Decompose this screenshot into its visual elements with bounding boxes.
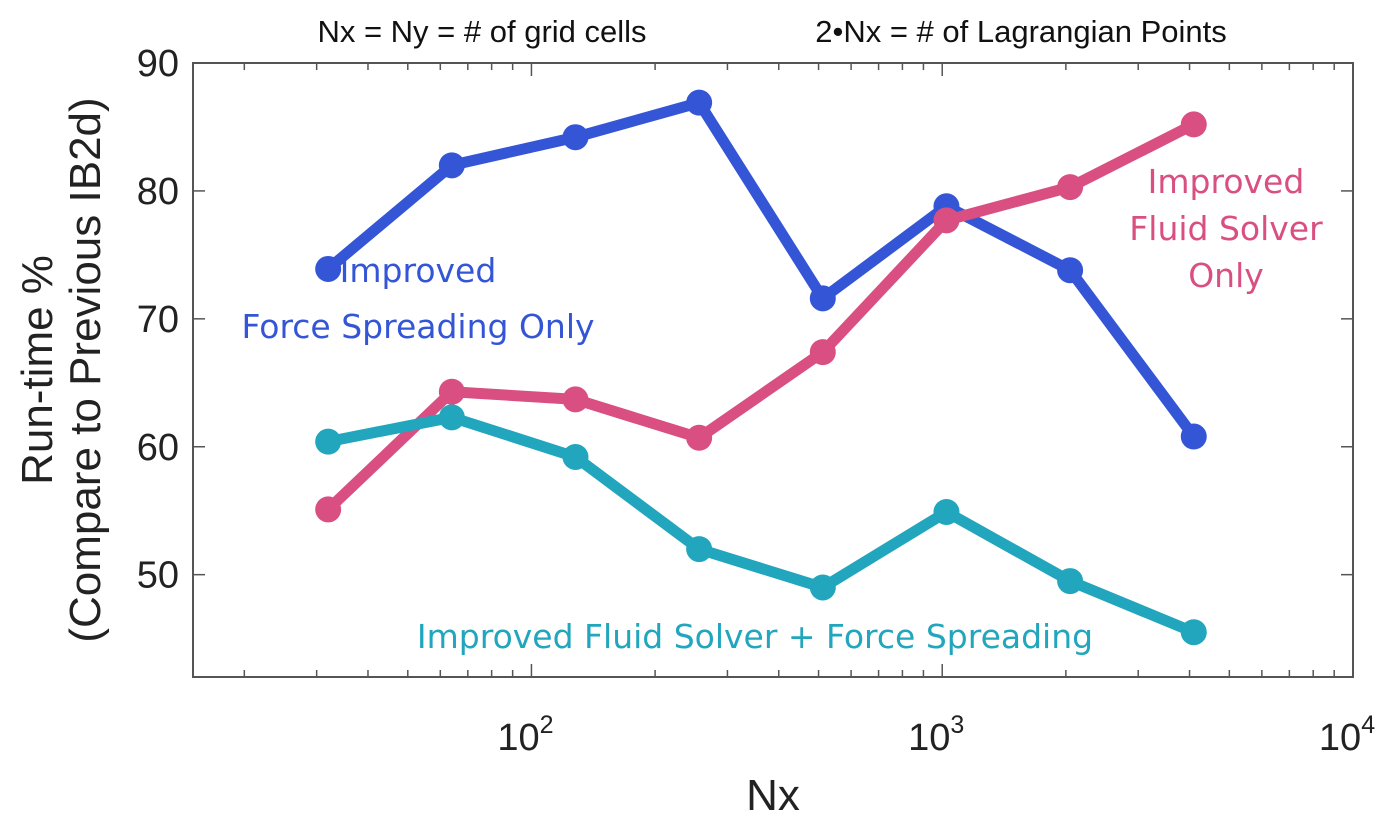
data-point-fluid-solver-plus-force-spreading: [809, 574, 836, 601]
data-point-fluid-solver-only: [315, 496, 342, 523]
y-tick-label: 90: [137, 43, 179, 85]
data-point-fluid-solver-only: [1057, 174, 1084, 201]
data-point-fluid-solver-plus-force-spreading: [686, 536, 713, 563]
x-tick-label: 104: [1319, 711, 1375, 759]
annotations: Improved Force Spreading Only Improved Flui…: [241, 162, 1323, 656]
data-point-force-spreading-only: [438, 152, 465, 179]
data-point-fluid-solver-plus-force-spreading: [933, 498, 960, 525]
y-axis-label: Run-time % (Compare to Previous IB2d): [13, 97, 110, 642]
data-point-force-spreading-only: [686, 89, 713, 116]
data-point-force-spreading-only: [315, 255, 342, 282]
data-point-force-spreading-only: [809, 285, 836, 312]
data-point-fluid-solver-only: [933, 207, 960, 234]
data-point-fluid-solver-only: [809, 339, 836, 366]
series-fluid-solver-only: [315, 111, 1207, 523]
annotation-force-spreading-only-line: Improved: [340, 251, 497, 290]
series-line-fluid-solver-plus-force-spreading: [322, 411, 1200, 638]
y-tick-label: 50: [137, 555, 179, 597]
annotation-fluid-solver-only-line: Fluid Solver: [1129, 209, 1323, 248]
x-axis-label: Nx: [746, 771, 800, 820]
annotation-force-spreading-only-line: Force Spreading Only: [241, 307, 594, 346]
series-line-fluid-solver-only: [322, 118, 1200, 515]
data-point-fluid-solver-plus-force-spreading: [1180, 619, 1207, 646]
y-tick-label: 80: [137, 171, 179, 213]
annotation-fluid-solver-only-line: Improved: [1148, 162, 1305, 201]
y-tick-label: 60: [137, 427, 179, 469]
annotation-combined-line: Improved Fluid Solver + Force Spreading: [417, 617, 1093, 656]
data-point-fluid-solver-only: [1180, 111, 1207, 138]
data-point-force-spreading-only: [1057, 257, 1084, 284]
data-point-fluid-solver-plus-force-spreading: [315, 428, 342, 455]
axes-box: [192, 62, 1354, 678]
data-point-fluid-solver-only: [686, 424, 713, 451]
y-axis-label-line2: (Compare to Previous IB2d): [61, 97, 110, 642]
x-tick-label: 103: [908, 711, 964, 759]
title-lagrangian-points: 2•Nx = # of Lagrangian Points: [815, 14, 1227, 49]
series-fluid-solver-plus-force-spreading: [315, 404, 1207, 646]
y-tick-label: 70: [137, 299, 179, 341]
annotation-fluid-solver-only-line: Only: [1188, 256, 1264, 295]
y-axis-label-line1: Run-time %: [13, 255, 62, 485]
series-line-force-spreading-only: [322, 97, 1200, 442]
plot-series: [315, 89, 1207, 646]
data-point-fluid-solver-plus-force-spreading: [438, 404, 465, 431]
data-point-force-spreading-only: [1180, 423, 1207, 450]
title-grid-cells: Nx = Ny = # of grid cells: [317, 14, 646, 49]
x-tick-label: 102: [497, 711, 553, 759]
data-point-force-spreading-only: [562, 124, 589, 151]
data-point-fluid-solver-only: [438, 378, 465, 405]
axes: 102 103 104 50 60 70 80 90: [137, 43, 1375, 759]
data-point-fluid-solver-plus-force-spreading: [562, 443, 589, 470]
data-point-fluid-solver-only: [562, 386, 589, 413]
data-point-fluid-solver-plus-force-spreading: [1057, 568, 1084, 595]
